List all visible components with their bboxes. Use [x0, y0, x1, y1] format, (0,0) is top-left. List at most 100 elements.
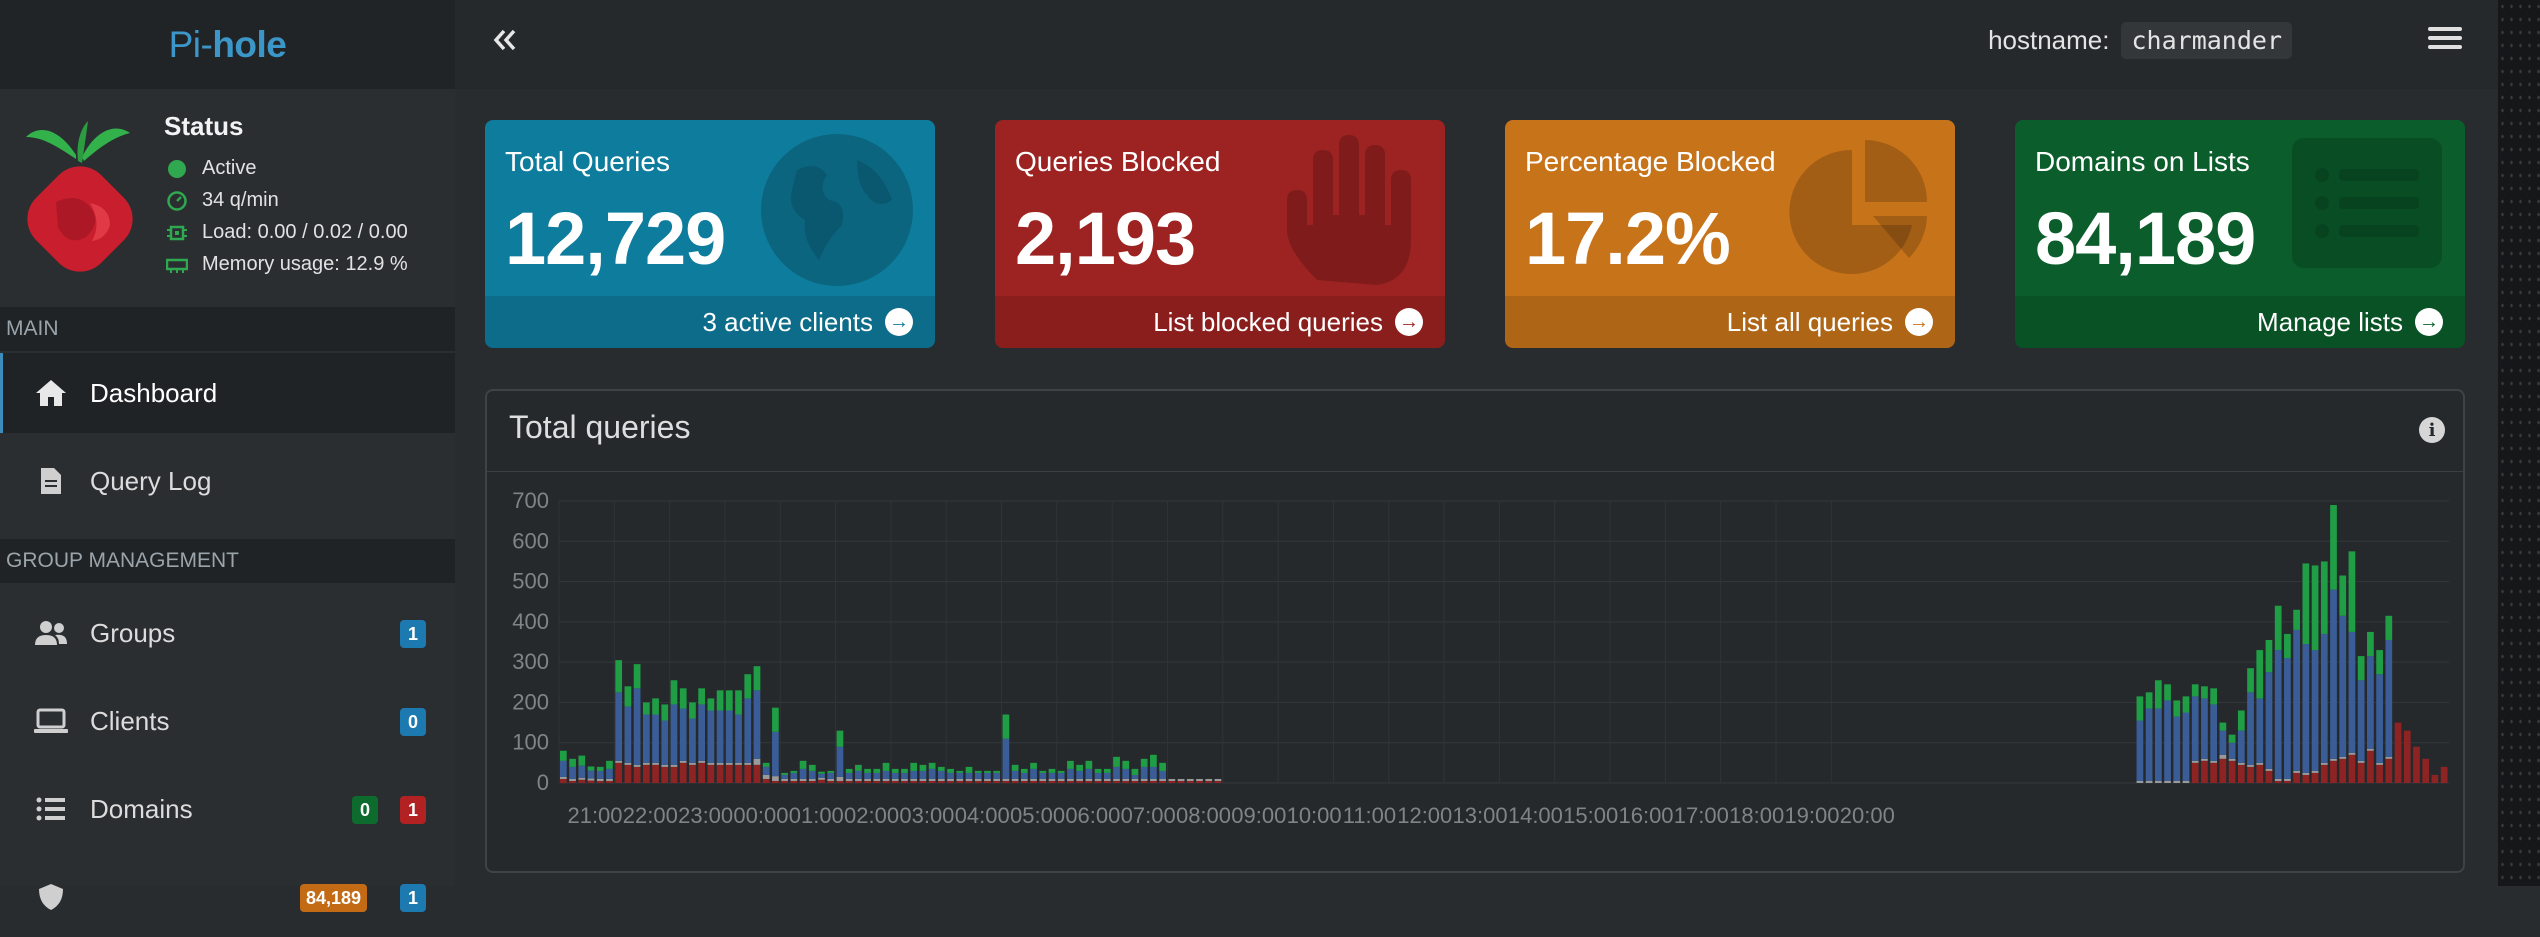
sidebar-item-clients[interactable]: Clients 0 — [0, 681, 455, 761]
sidebar-item-lists[interactable]: 84,189 1 — [0, 857, 455, 937]
bar-cached — [735, 762, 742, 765]
top-navbar: Pi-hole hostname: charmander — [0, 0, 2498, 89]
sidebar-item-domains[interactable]: Domains 0 1 — [0, 769, 455, 849]
bar-blocked — [1186, 780, 1194, 783]
manage-lists-link[interactable]: Manage lists → — [2015, 296, 2465, 348]
bar-forwarded — [790, 772, 798, 779]
bar-cached — [1122, 778, 1130, 781]
bar-other — [2311, 565, 2319, 651]
status-active-label: Active — [202, 157, 257, 179]
bar-other — [974, 770, 982, 773]
sidebar-item-label: Query Log — [90, 465, 212, 496]
x-tick-label: 23:00 — [678, 803, 733, 828]
bar-blocked — [2228, 760, 2236, 783]
bar-cached — [679, 760, 687, 763]
bar-blocked — [624, 764, 632, 783]
bar-blocked — [845, 780, 853, 783]
bar-other — [1020, 768, 1028, 773]
bar-blocked — [2403, 730, 2411, 783]
bar-blocked — [1140, 780, 1148, 783]
bar-cached — [1140, 778, 1148, 781]
bar-cached — [928, 778, 936, 781]
sidebar-toggle-button[interactable] — [485, 18, 525, 62]
bar-blocked — [2422, 758, 2430, 783]
bar-other — [725, 690, 733, 711]
bar-cached — [1168, 778, 1176, 781]
sidebar: Status Active 34 q/min Load: 0.00 / 0.02… — [0, 89, 455, 912]
bar-forwarded — [781, 774, 788, 779]
bar-other — [2339, 575, 2347, 616]
bar-forwarded — [1140, 766, 1148, 779]
bar-blocked — [642, 764, 650, 783]
y-tick-label: 600 — [512, 528, 549, 553]
bar-cached — [2256, 762, 2264, 765]
bar-other — [2330, 505, 2337, 590]
bar-blocked — [652, 764, 659, 783]
bar-other — [2265, 639, 2273, 673]
bar-forwarded — [725, 710, 733, 763]
bar-cached — [836, 776, 844, 781]
bar-cached — [2320, 762, 2328, 765]
bar-other — [670, 680, 678, 705]
sidebar-item-dashboard[interactable]: Dashboard — [0, 353, 455, 433]
x-tick-label: 17:00 — [1674, 803, 1729, 828]
bar-forwarded — [1150, 766, 1157, 779]
bar-forwarded — [2164, 700, 2171, 781]
bar-forwarded — [587, 770, 595, 779]
info-icon[interactable]: i — [2419, 417, 2445, 443]
sidebar-item-query-log[interactable]: Query Log — [0, 441, 455, 521]
bar-blocked — [2265, 770, 2273, 783]
bar-blocked — [790, 780, 798, 783]
bar-other — [1131, 768, 1139, 775]
x-tick-label: 10:00 — [1287, 803, 1342, 828]
bar-other — [781, 772, 788, 775]
bar-forwarded — [965, 772, 973, 779]
bar-cached — [744, 762, 752, 765]
bar-forwarded — [827, 772, 835, 779]
bar-cached — [891, 778, 899, 781]
bar-forwarded — [2201, 698, 2208, 759]
bar-cached — [606, 778, 613, 781]
bar-blocked — [1196, 780, 1203, 783]
bar-cached — [1205, 778, 1213, 781]
bar-cached — [642, 762, 650, 765]
bar-blocked — [2201, 760, 2208, 783]
bar-other — [947, 768, 954, 773]
list-blocked-queries-link[interactable]: List blocked queries → — [995, 296, 1445, 348]
bar-cached — [1150, 778, 1157, 781]
bar-other — [993, 770, 1001, 773]
bar-blocked — [772, 780, 779, 783]
bar-cached — [2237, 762, 2245, 765]
bar-blocked — [2256, 764, 2264, 783]
bar-forwarded — [919, 770, 927, 779]
bar-forwarded — [679, 708, 687, 761]
status-title: Status — [164, 111, 244, 141]
bar-blocked — [910, 780, 918, 783]
bar-blocked — [855, 780, 862, 783]
hamburger-menu-icon[interactable] — [2428, 22, 2462, 58]
bar-blocked — [698, 762, 706, 783]
bar-blocked — [1076, 780, 1084, 783]
bar-blocked — [725, 764, 733, 783]
x-tick-label: 15:00 — [1563, 803, 1618, 828]
bar-cached — [2348, 752, 2356, 755]
bar-other — [615, 660, 623, 693]
bar-forwarded — [1067, 768, 1074, 779]
bar-forwarded — [2284, 658, 2291, 779]
bar-cached — [753, 758, 761, 765]
active-clients-link[interactable]: 3 active clients → — [485, 296, 935, 348]
bar-other — [652, 698, 659, 715]
bar-blocked — [2302, 774, 2310, 783]
brand-logo[interactable]: Pi-hole — [0, 0, 455, 89]
bar-forwarded — [2274, 650, 2282, 779]
x-tick-label: 03:00 — [899, 803, 954, 828]
list-all-queries-link[interactable]: List all queries → — [1505, 296, 1955, 348]
bar-other — [2219, 722, 2227, 731]
users-icon — [32, 614, 70, 652]
bar-forwarded — [2256, 698, 2264, 763]
bar-blocked — [2348, 754, 2356, 783]
box-footer-label: 3 active clients — [702, 306, 873, 337]
box-value: 84,189 — [2035, 197, 2256, 280]
bar-cached — [707, 762, 715, 765]
sidebar-item-groups[interactable]: Groups 1 — [0, 593, 455, 673]
